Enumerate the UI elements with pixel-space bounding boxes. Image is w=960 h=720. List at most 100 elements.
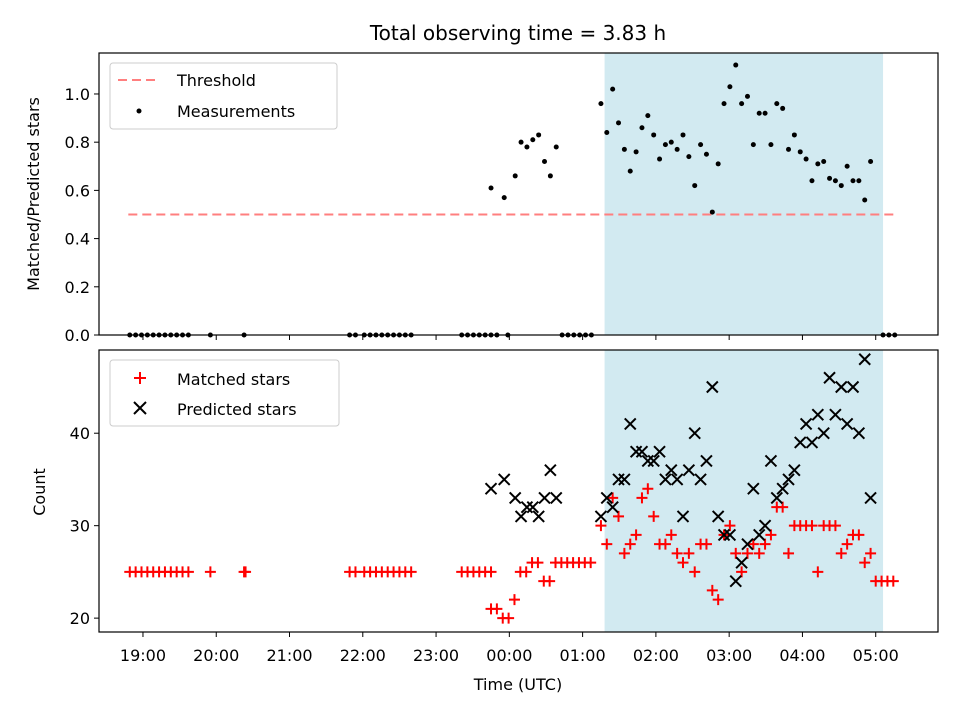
measurement-point [774,101,780,107]
matched-legend-label: Matched stars [177,370,290,389]
measurement-point [501,195,507,201]
matched-star-point [544,575,556,587]
matched-star-point [636,492,648,504]
predicted-star-point [498,473,511,486]
predicted-star-point [864,491,877,505]
threshold-legend-label: Threshold [176,71,256,90]
measurement-point [692,183,698,189]
measurement-point [803,156,809,162]
bottom-y-tick-label: 40 [70,424,90,443]
predicted-star-point [544,463,557,477]
measurement-point [868,158,874,164]
top-panel: 0.0 0.2 0.4 0.6 0.8 1.0 Matched/Predicted sta… [24,52,939,345]
predicted-star-point [670,473,684,486]
matched-star-point [865,547,877,559]
measurement-point [633,149,639,155]
measurement-point [616,120,622,126]
matched-star-point [712,594,724,606]
predicted-star-point [594,510,608,523]
measurement-point [651,132,657,138]
predicted-star-point [694,473,707,486]
x-tick-label: 00:00 [486,646,532,665]
predicted-star-point [846,380,860,394]
count-points [124,353,899,624]
measurement-point [791,132,797,138]
predicted-star-point [618,473,631,486]
measurement-point [645,113,651,119]
predicted-star-point [600,491,614,505]
predicted-legend-label: Predicted stars [177,400,297,419]
x-axis-label: Time (UTC) [473,675,562,694]
matched-star-point [659,538,671,550]
top-y-tick-label: 0.6 [65,181,90,200]
matched-star-point [689,566,701,578]
chart-title: Total observing time = 3.83 h [369,21,666,45]
matched-star-point [806,520,818,532]
predicted-star-point [823,371,836,384]
x-tick-label: 22:00 [340,646,386,665]
predicted-star-point [729,574,742,588]
measurement-point [627,168,633,174]
predicted-star-point [629,445,643,458]
matched-star-point [887,575,899,587]
measurement-point [518,139,524,145]
measurements-legend-label: Measurements [177,102,295,121]
measurement-point [809,178,815,184]
bottom-x-ticks: 19:00 20:00 21:00 22:00 23:00 00:00 01:00 02:00… [120,632,899,665]
matched-star-point [240,566,252,578]
measurement-point [821,158,827,164]
predicted-star-point [805,436,819,449]
predicted-star-point [858,353,871,366]
top-y-tick-label: 0.8 [65,133,90,152]
measurement-point [610,86,616,92]
measurement-point [604,130,610,136]
predicted-star-point [606,500,619,514]
predicted-star-point [653,445,666,458]
bottom-y-tick-label: 20 [70,609,90,628]
predicted-star-point [835,380,848,394]
measurement-point [815,161,821,167]
measurement-point [750,142,756,148]
matched-star-point [835,547,847,559]
matched-star-point [700,538,712,550]
measurement-point [733,62,739,68]
matched-star-point [630,529,642,541]
bottom-plot-frame [98,349,939,633]
matched-star-point [777,501,789,513]
matched-star-point [765,529,777,541]
x-tick-label: 19:00 [120,646,166,665]
measurement-point [844,163,850,169]
matched-star-point [671,547,683,559]
top-y-ticks: 0.0 0.2 0.4 0.6 0.8 1.0 [65,85,99,345]
measurement-point [639,125,645,131]
top-y-tick-label: 0.2 [65,278,90,297]
measurement-point [547,173,553,179]
measurement-point [621,146,627,152]
matched-star-point [783,547,795,559]
matched-star-point [841,538,853,550]
measurement-point [680,132,686,138]
predicted-star-point [526,500,539,514]
matched-star-point [812,566,824,578]
top-y-tick-label: 0.4 [65,230,90,249]
measurement-point [856,178,862,184]
top-plot-frame [98,52,939,336]
predicted-star-point [840,417,854,431]
measurement-point [662,142,668,148]
matched-legend-marker [134,372,146,384]
matched-star-point [607,492,619,504]
predicted-star-point [635,445,649,458]
matched-star-point [759,538,771,550]
matched-star-point [859,557,871,569]
measurement-point [542,158,548,164]
measurement-point [762,110,768,116]
predicted-star-point [776,482,789,495]
predicted-star-point [641,454,655,468]
matched-star-point [736,566,748,578]
matched-star-point [747,538,759,550]
measurement-point [598,101,604,107]
predicted-star-point [508,491,522,505]
matched-star-point [508,594,520,606]
matched-star-point [182,566,194,578]
predicted-star-point [811,408,825,421]
